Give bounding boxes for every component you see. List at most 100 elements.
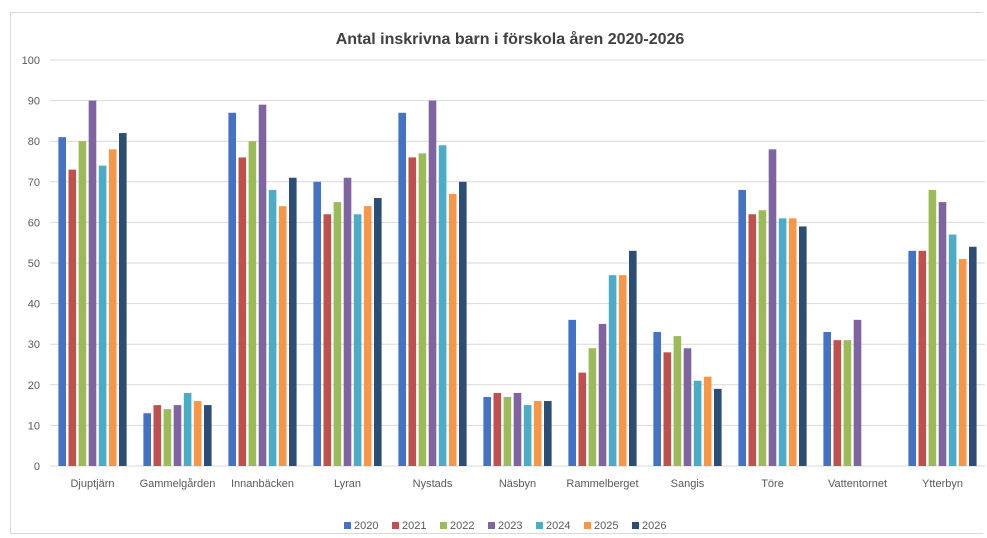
y-tick-label: 10 [28,420,40,432]
bar-2022-Töre [758,210,767,466]
y-tick-label: 90 [28,96,40,108]
bar-2022-Nystads [418,153,427,466]
bar-2024-Töre [778,218,787,466]
y-tick-label: 60 [28,217,40,229]
bar-2022-Gammelgården [163,409,172,466]
legend-label-2023: 2023 [498,520,522,532]
y-axis-tick-labels: 0 10 20 30 40 50 60 70 80 90 100 [22,55,40,473]
bar-2020-Sangis [653,332,661,466]
bar-2020-Vattentornet [823,332,831,466]
bar-2026-Töre [799,226,807,466]
bar-2021-Vattentornet [833,340,842,466]
bar-2022-Lyran [333,202,342,466]
bar-2021-Innanbäcken [238,157,247,466]
bar-2026-Lyran [374,198,382,467]
legend-swatch-2020 [344,522,351,529]
bar-2024-Djuptjärn [98,165,107,466]
bar-2024-Sangis [693,380,702,466]
bar-2025-Sangis [703,376,712,466]
bar-2024-Gammelgården [183,392,192,466]
legend-swatch-2024 [536,522,543,529]
y-tick-label: 70 [28,177,40,189]
bar-2021-Sangis [663,352,672,466]
x-tick-label: Töre [761,478,784,490]
bar-2023-Djuptjärn [88,100,97,466]
bar-2020-Näsbyn [483,396,491,466]
bar-2021-Ytterbyn [918,250,927,466]
bar-2021-Rammelberget [578,372,587,466]
bar-2025-Lyran [363,206,372,466]
bar-2023-Innanbäcken [258,104,267,466]
bar-2024-Näsbyn [523,405,532,466]
bar-2024-Rammelberget [608,275,617,466]
bar-2023-Sangis [683,348,692,466]
bar-2022-Sangis [673,336,682,466]
bar-2025-Djuptjärn [108,149,117,466]
bar-2021-Lyran [323,214,332,466]
bars [58,100,977,467]
bar-2021-Djuptjärn [68,169,77,466]
bar-2026-Innanbäcken [289,177,297,467]
bar-2025-Töre [788,218,797,466]
legend-swatch-2023 [488,522,495,529]
bar-2023-Lyran [343,177,352,467]
bar-2026-Gammelgården [204,405,212,466]
bar-2023-Näsbyn [513,392,522,466]
chart-title: Antal inskrivna barn i förskola åren 202… [336,30,685,48]
bar-2023-Gammelgården [173,405,182,466]
x-tick-label: Ytterbyn [922,478,963,490]
legend-swatch-2026 [632,522,639,529]
legend-label-2020: 2020 [354,520,378,532]
y-tick-label: 0 [34,461,40,473]
bar-2020-Djuptjärn [58,137,66,466]
bar-2020-Töre [738,189,746,467]
bar-2020-Innanbäcken [228,112,236,466]
bar-2024-Nystads [438,145,447,466]
bar-2024-Ytterbyn [948,234,957,466]
bar-2026-Rammelberget [629,250,637,466]
legend-label-2021: 2021 [402,520,426,532]
y-tick-label: 40 [28,299,40,311]
x-axis-tick-labels: Djuptjärn Gammelgården Innanbäcken Lyran Nys… [70,478,963,490]
legend-label-2026: 2026 [642,520,666,532]
bar-2025-Nystads [448,193,457,467]
y-tick-label: 80 [28,136,40,148]
bar-2021-Näsbyn [493,392,502,466]
legend-label-2024: 2024 [546,520,570,532]
bar-2024-Lyran [353,214,362,466]
bar-2025-Rammelberget [618,275,627,466]
bar-2022-Ytterbyn [928,189,937,467]
y-tick-label: 30 [28,339,40,351]
bar-2020-Rammelberget [568,319,576,466]
y-tick-label: 20 [28,380,40,392]
bar-2020-Ytterbyn [908,250,916,466]
legend-swatch-2021 [392,522,399,529]
legend-label-2025: 2025 [594,520,618,532]
y-tick-label: 100 [22,55,40,67]
bar-2022-Djuptjärn [78,141,87,466]
bar-2026-Sangis [714,388,722,466]
bar-2025-Näsbyn [533,401,542,466]
bar-2025-Innanbäcken [278,206,287,466]
bar-2026-Ytterbyn [969,246,977,466]
x-tick-label: Lyran [334,478,361,490]
x-tick-label: Innanbäcken [231,478,294,490]
x-tick-label: Näsbyn [499,478,536,490]
legend-swatch-2022 [440,522,447,529]
bar-2021-Töre [748,214,757,466]
bar-2025-Ytterbyn [958,258,967,466]
x-tick-label: Nystads [413,478,453,490]
x-tick-label: Vattentornet [828,478,887,490]
bar-2021-Gammelgården [153,405,162,466]
bar-2020-Lyran [313,181,321,467]
x-tick-label: Djuptjärn [70,478,114,490]
x-tick-label: Rammelberget [566,478,638,490]
bar-2023-Ytterbyn [938,202,947,466]
bar-2022-Innanbäcken [248,141,257,466]
bar-2026-Nystads [459,181,467,467]
legend-swatch-2025 [584,522,591,529]
x-tick-label: Sangis [671,478,705,490]
bar-2020-Gammelgården [143,413,151,466]
bar-2025-Gammelgården [193,401,202,466]
bar-2023-Nystads [428,100,437,466]
